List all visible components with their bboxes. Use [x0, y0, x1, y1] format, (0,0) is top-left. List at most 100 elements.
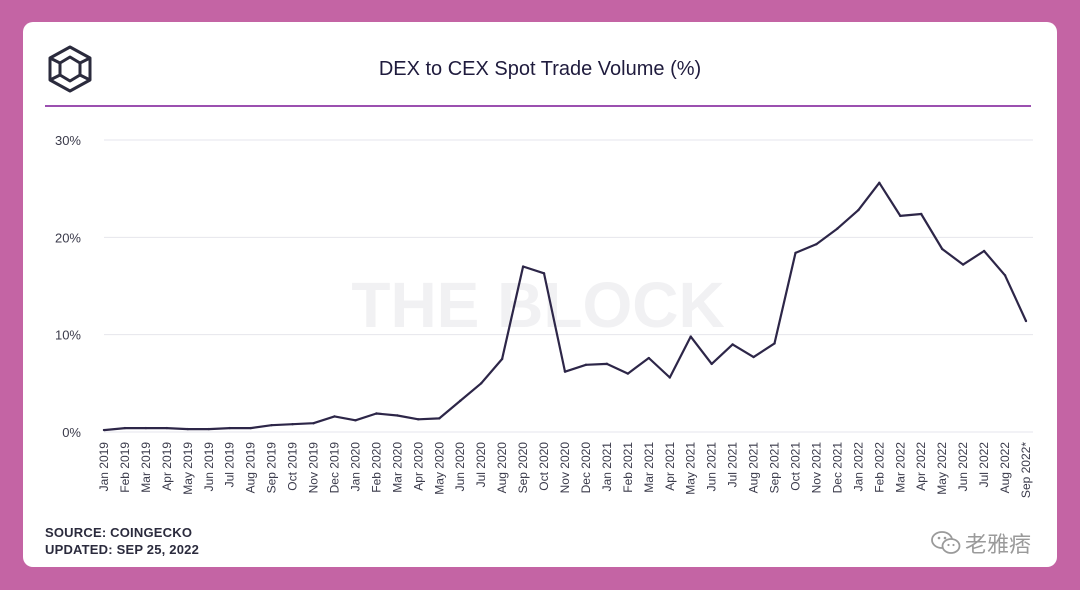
x-tick-label: Dec 2021	[830, 442, 844, 494]
x-tick-label: May 2020	[432, 442, 446, 495]
wechat-watermark: 老雅痞	[931, 527, 1031, 559]
source-label: SOURCE: COINGECKO	[45, 525, 193, 540]
data-point	[710, 362, 713, 366]
x-tick-label: Jul 2021	[726, 442, 740, 488]
x-tick-label: Feb 2022	[872, 442, 886, 493]
data-point	[689, 335, 692, 338]
data-point	[878, 181, 881, 185]
data-point	[899, 214, 902, 218]
data-point	[815, 242, 818, 246]
data-point	[584, 363, 588, 367]
x-tick-label: Sep 2019	[265, 442, 279, 494]
data-point	[144, 426, 148, 430]
data-point	[354, 419, 357, 422]
data-point	[291, 423, 294, 426]
data-point	[794, 251, 797, 255]
background-watermark: THE BLOCK	[351, 269, 724, 341]
data-point	[102, 428, 106, 432]
x-tick-label: Mar 2019	[139, 442, 153, 493]
x-tick-label: May 2019	[181, 442, 195, 495]
x-tick-label: Jan 2020	[348, 442, 362, 492]
wechat-watermark-text: 老雅痞	[965, 532, 1032, 557]
x-tick-label: Oct 2021	[789, 442, 803, 491]
x-tick-label: Apr 2022	[914, 442, 928, 491]
x-tick-label: Jan 2021	[600, 442, 614, 492]
chart-card: DEX to CEX Spot Trade Volume (%) THE BLO…	[23, 22, 1057, 567]
x-tick-label: Oct 2020	[537, 442, 551, 491]
data-point	[249, 426, 252, 430]
data-point	[940, 247, 944, 251]
x-tick-label: Mar 2021	[642, 442, 656, 493]
data-point	[647, 356, 651, 360]
x-tick-label: May 2022	[935, 442, 949, 495]
wechat-icon	[931, 531, 961, 554]
x-tick-label: Jan 2019	[97, 442, 111, 492]
data-point	[312, 422, 315, 425]
data-point	[773, 342, 776, 345]
data-point	[1003, 274, 1007, 277]
x-tick-label: Oct 2019	[286, 442, 300, 491]
data-point	[375, 412, 378, 415]
x-tick-label: Feb 2020	[369, 442, 383, 493]
data-point	[836, 227, 839, 230]
chart-title: DEX to CEX Spot Trade Volume (%)	[378, 58, 702, 80]
data-point	[752, 355, 755, 359]
x-tick-label: Mar 2022	[893, 442, 907, 493]
data-point	[605, 362, 609, 366]
x-tick-label: Jun 2021	[705, 442, 719, 492]
x-tick-label: Apr 2019	[160, 442, 174, 491]
data-point	[731, 343, 734, 346]
x-tick-label: Nov 2020	[558, 442, 572, 494]
x-tick-label: Nov 2019	[307, 442, 321, 494]
x-tick-label: May 2021	[684, 442, 698, 495]
x-tick-label: Jul 2022	[977, 442, 991, 488]
data-point	[563, 370, 567, 373]
data-point	[542, 272, 546, 275]
data-point	[333, 415, 336, 418]
x-tick-label: Aug 2020	[495, 442, 509, 494]
x-tick-label: Aug 2021	[747, 442, 761, 494]
data-point	[982, 249, 986, 253]
x-tick-label: Sep 2022*	[1019, 442, 1033, 498]
title-divider	[45, 105, 1031, 107]
x-tick-label: Jun 2019	[202, 442, 216, 492]
x-tick-label: Feb 2021	[621, 442, 635, 493]
the-block-logo-icon	[48, 45, 92, 93]
x-tick-label: Apr 2021	[663, 442, 677, 491]
data-point	[1024, 319, 1028, 323]
data-point	[668, 376, 671, 379]
y-tick-label: 10%	[55, 328, 81, 343]
x-tick-label: Nov 2021	[809, 442, 823, 494]
data-point	[417, 418, 420, 421]
data-point	[186, 427, 190, 431]
data-point	[857, 208, 860, 212]
data-point	[961, 263, 965, 266]
data-point	[228, 426, 231, 430]
data-point	[479, 382, 483, 385]
x-tick-label: Dec 2020	[579, 442, 593, 494]
data-point	[438, 417, 441, 420]
x-tick-label: Sep 2021	[768, 442, 782, 494]
x-tick-label: Jul 2020	[474, 442, 488, 488]
x-tick-label: Feb 2019	[118, 442, 132, 493]
x-tick-label: Aug 2019	[244, 442, 258, 494]
y-tick-label: 0%	[62, 425, 81, 440]
x-tick-label: Sep 2020	[516, 442, 530, 494]
x-tick-label: Jul 2019	[223, 442, 237, 488]
data-point	[270, 423, 273, 427]
data-point	[521, 265, 525, 268]
x-tick-label: Apr 2020	[411, 442, 425, 491]
y-tick-label: 20%	[55, 230, 81, 245]
data-point	[500, 357, 504, 361]
footer: SOURCE: COINGECKO UPDATED: SEP 25, 2022	[45, 524, 199, 558]
data-point	[626, 372, 630, 375]
x-tick-label: Jan 2022	[851, 442, 865, 492]
x-tick-label: Dec 2019	[328, 442, 342, 494]
data-point	[920, 212, 923, 216]
line-chart: THE BLOCK 0% 10% 20% 30% Jan 2019 Feb 2019 Mar…	[55, 133, 1033, 498]
x-tick-label: Mar 2020	[390, 442, 404, 493]
x-tick-label: Jun 2020	[453, 442, 467, 492]
data-point	[123, 426, 127, 430]
updated-label: UPDATED: SEP 25, 2022	[45, 542, 200, 557]
y-tick-label: 30%	[55, 133, 81, 148]
